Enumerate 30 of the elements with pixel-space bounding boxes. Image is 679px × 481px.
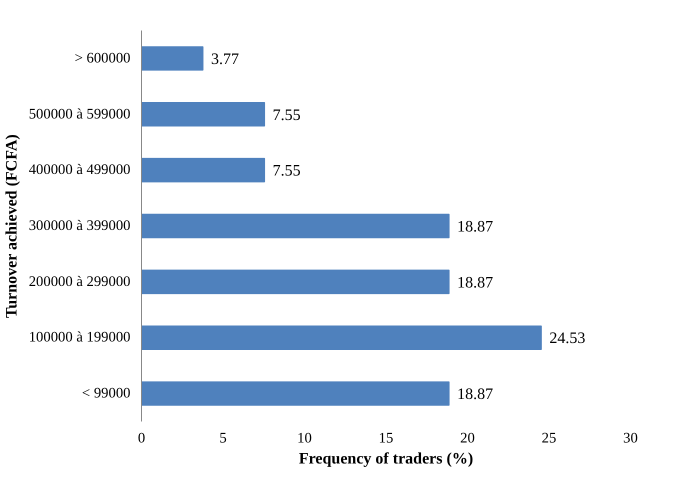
y-axis-title: Turnover achieved (FCFA) xyxy=(4,134,21,318)
x-axis-title: Frequency of traders (%) xyxy=(298,450,474,468)
x-tick-label: 30 xyxy=(623,430,638,446)
bar xyxy=(142,102,266,127)
bar xyxy=(142,325,542,350)
bar xyxy=(142,46,204,71)
y-tick-label: 400000 à 499000 xyxy=(28,162,131,178)
data-label: 18.87 xyxy=(457,218,494,236)
y-tick-label: > 600000 xyxy=(74,50,131,66)
bar xyxy=(142,158,266,182)
data-label: 18.87 xyxy=(457,274,494,292)
data-label: 7.55 xyxy=(272,106,301,124)
data-label: 3.77 xyxy=(210,50,239,68)
y-tick-label: 300000 à 399000 xyxy=(28,218,131,234)
y-tick-label: 100000 à 199000 xyxy=(28,330,131,346)
x-tick-label: 10 xyxy=(297,430,312,446)
bar xyxy=(142,270,450,294)
data-label: 7.55 xyxy=(272,162,301,180)
y-tick-label: 500000 à 599000 xyxy=(28,106,131,122)
bar xyxy=(142,214,450,238)
x-tick-label: 5 xyxy=(219,430,227,446)
x-tick-label: 25 xyxy=(542,430,556,446)
y-tick-label: 200000 à 299000 xyxy=(28,274,131,290)
x-tick-label: 15 xyxy=(378,430,394,446)
bar xyxy=(142,381,450,406)
data-label: 18.87 xyxy=(457,386,494,404)
x-tick-label: 0 xyxy=(138,430,146,446)
data-label: 24.53 xyxy=(549,330,586,348)
x-tick-label: 20 xyxy=(460,430,475,446)
y-tick-label: < 99000 xyxy=(82,386,131,402)
